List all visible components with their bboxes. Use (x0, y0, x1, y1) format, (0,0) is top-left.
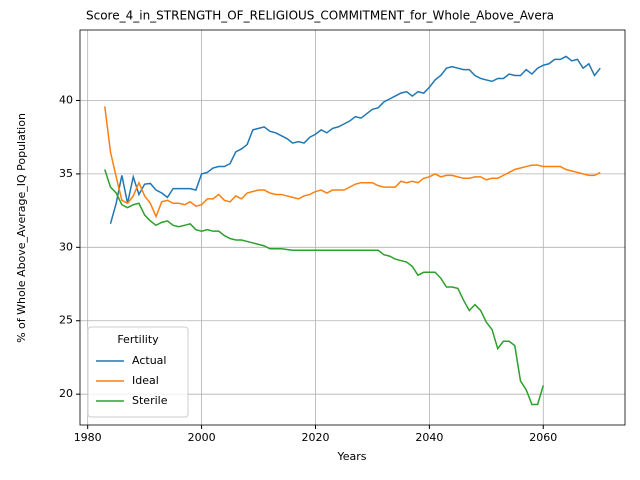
x-tick-label: 2000 (188, 431, 216, 444)
y-tick-label: 40 (59, 93, 73, 106)
legend: Fertility Actual Ideal Sterile (87, 326, 189, 418)
y-tick-label: 25 (59, 314, 73, 327)
y-tick-label: 20 (59, 387, 73, 400)
y-axis-label: % of Whole Above_Average_IQ Population (15, 113, 28, 343)
legend-label: Ideal (132, 374, 159, 387)
x-tick-label: 2020 (301, 431, 329, 444)
x-tick-label: 2040 (415, 431, 443, 444)
legend-label: Sterile (132, 394, 168, 407)
series-line (104, 106, 601, 219)
legend-label: Actual (132, 354, 166, 367)
legend-box (87, 326, 189, 418)
legend-title: Fertility (117, 333, 159, 346)
x-tick-label: 1980 (74, 431, 102, 444)
y-tick-label: 30 (59, 240, 73, 253)
x-tick-label: 2060 (529, 431, 557, 444)
series-line (109, 55, 601, 225)
x-axis-label: Years (336, 450, 366, 463)
chart-title: Score_4_in_STRENGTH_OF_RELIGIOUS_COMMITM… (86, 9, 554, 23)
series-line (104, 169, 544, 406)
plot-frame (79, 29, 626, 426)
y-tick-label: 35 (59, 167, 73, 180)
